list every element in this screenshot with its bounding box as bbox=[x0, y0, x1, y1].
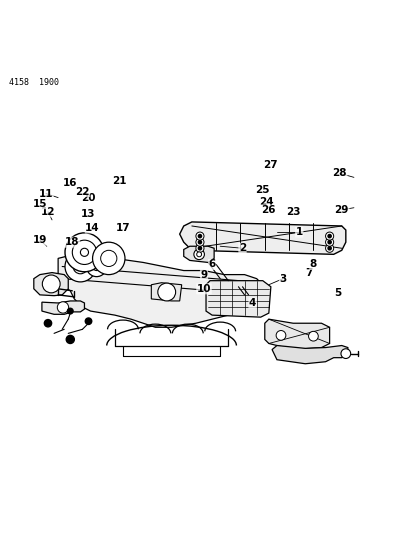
Text: 27: 27 bbox=[264, 160, 278, 170]
Circle shape bbox=[326, 232, 334, 240]
Circle shape bbox=[73, 259, 88, 274]
Text: 16: 16 bbox=[63, 179, 78, 189]
Text: 11: 11 bbox=[39, 189, 53, 199]
Text: 14: 14 bbox=[85, 223, 100, 233]
Circle shape bbox=[101, 251, 117, 266]
Text: 29: 29 bbox=[335, 205, 349, 215]
Text: 8: 8 bbox=[310, 260, 317, 270]
Text: 28: 28 bbox=[333, 168, 347, 179]
Circle shape bbox=[93, 262, 101, 271]
Text: 9: 9 bbox=[200, 270, 208, 280]
Text: 19: 19 bbox=[33, 235, 47, 245]
Polygon shape bbox=[42, 301, 84, 314]
Polygon shape bbox=[206, 281, 271, 317]
Text: 23: 23 bbox=[286, 207, 300, 217]
Circle shape bbox=[65, 251, 96, 282]
Circle shape bbox=[326, 238, 334, 246]
Polygon shape bbox=[180, 222, 346, 254]
Text: 26: 26 bbox=[262, 205, 276, 215]
Polygon shape bbox=[265, 319, 330, 350]
Text: 2: 2 bbox=[239, 243, 246, 253]
Text: 18: 18 bbox=[65, 237, 80, 247]
Circle shape bbox=[196, 238, 204, 246]
Circle shape bbox=[328, 247, 331, 250]
Text: 7: 7 bbox=[306, 268, 313, 278]
Circle shape bbox=[93, 242, 125, 274]
Circle shape bbox=[326, 244, 334, 252]
Circle shape bbox=[197, 252, 202, 257]
Circle shape bbox=[341, 349, 351, 359]
Circle shape bbox=[86, 256, 107, 277]
Text: 25: 25 bbox=[255, 184, 270, 195]
Text: 4: 4 bbox=[249, 298, 256, 308]
Text: 5: 5 bbox=[334, 288, 341, 298]
Circle shape bbox=[198, 240, 202, 244]
Text: 3: 3 bbox=[279, 273, 287, 284]
Circle shape bbox=[42, 275, 60, 293]
Text: 10: 10 bbox=[197, 284, 211, 294]
Circle shape bbox=[158, 283, 175, 301]
Text: 21: 21 bbox=[112, 176, 126, 187]
Text: 1: 1 bbox=[296, 227, 303, 237]
Polygon shape bbox=[34, 272, 68, 296]
Circle shape bbox=[198, 247, 202, 250]
Polygon shape bbox=[184, 246, 214, 262]
Text: 6: 6 bbox=[208, 260, 216, 270]
Circle shape bbox=[308, 332, 318, 341]
Circle shape bbox=[80, 248, 89, 256]
Circle shape bbox=[196, 232, 204, 240]
Text: 15: 15 bbox=[33, 199, 47, 209]
Polygon shape bbox=[58, 254, 265, 327]
Circle shape bbox=[276, 330, 286, 340]
Circle shape bbox=[57, 302, 69, 313]
Circle shape bbox=[65, 233, 104, 272]
Text: 13: 13 bbox=[81, 209, 96, 219]
Text: 22: 22 bbox=[75, 187, 90, 197]
Text: 12: 12 bbox=[41, 207, 55, 217]
Text: 20: 20 bbox=[81, 192, 96, 203]
Text: 4158  1900: 4158 1900 bbox=[9, 78, 60, 87]
Text: 24: 24 bbox=[259, 197, 274, 207]
Polygon shape bbox=[272, 345, 348, 364]
Text: 17: 17 bbox=[115, 223, 130, 233]
Circle shape bbox=[198, 235, 202, 238]
Polygon shape bbox=[151, 282, 182, 301]
Circle shape bbox=[328, 235, 331, 238]
Circle shape bbox=[328, 240, 331, 244]
Circle shape bbox=[72, 240, 97, 264]
Circle shape bbox=[85, 318, 92, 325]
Circle shape bbox=[67, 308, 73, 314]
Circle shape bbox=[196, 244, 204, 252]
Circle shape bbox=[66, 335, 74, 343]
Circle shape bbox=[194, 249, 204, 260]
Circle shape bbox=[44, 320, 52, 327]
